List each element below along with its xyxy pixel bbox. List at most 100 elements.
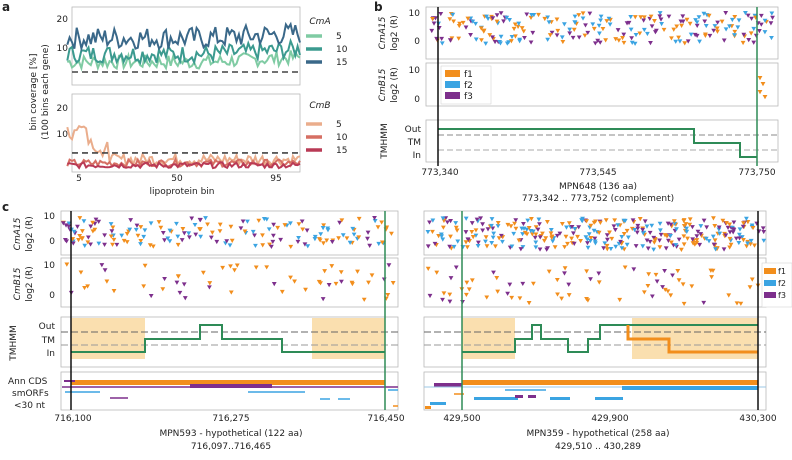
insertion-marker [79, 236, 85, 241]
insertion-marker [465, 237, 471, 243]
insertion-marker [189, 216, 195, 221]
insertion-marker [723, 27, 729, 32]
insertion-marker [612, 227, 618, 233]
insertion-marker [632, 41, 638, 46]
insertion-marker [757, 76, 763, 81]
b-legend-f3: f3 [464, 92, 473, 102]
insertion-marker [511, 26, 517, 32]
insertion-marker [741, 221, 746, 226]
insertion-marker [737, 236, 742, 241]
insertion-marker [572, 20, 578, 25]
insertion-marker [253, 265, 259, 270]
insertion-marker [111, 237, 117, 243]
insertion-marker [288, 221, 293, 226]
b-ytick: 0 [414, 95, 420, 105]
insertion-marker [709, 275, 715, 280]
insertion-marker [662, 233, 668, 238]
insertion-marker [513, 34, 518, 39]
insertion-marker [466, 287, 472, 292]
insertion-marker [142, 228, 148, 233]
insertion-marker [583, 235, 589, 240]
insertion-marker [305, 244, 311, 249]
cr-gene-coords: 429,510 .. 430,289 [555, 442, 641, 452]
insertion-marker [712, 238, 718, 243]
insertion-marker [121, 238, 127, 244]
legend-label-10: 10 [336, 133, 348, 143]
b-ytick: 10 [409, 9, 421, 19]
insertion-marker [630, 218, 636, 223]
insertion-marker [162, 238, 167, 243]
insertion-marker [578, 239, 583, 244]
insertion-marker [634, 230, 640, 235]
insertion-marker [762, 95, 768, 100]
insertion-marker [217, 229, 223, 234]
insertion-marker [102, 268, 108, 273]
a-xtick: 50 [171, 174, 183, 184]
insertion-marker [559, 35, 565, 40]
cr-legend-f1-swatch [764, 268, 776, 274]
insertion-marker [379, 220, 385, 225]
insertion-marker [666, 238, 671, 243]
insertion-marker [489, 223, 494, 229]
cl-xtick: 716,100 [54, 414, 91, 424]
insertion-marker [596, 230, 602, 235]
insertion-marker [544, 220, 550, 225]
insertion-marker [744, 216, 749, 221]
insertion-marker [711, 28, 717, 33]
insertion-marker [431, 21, 437, 26]
insertion-marker [147, 243, 153, 248]
a-ylabel: bin coverage [%] [29, 54, 39, 131]
insertion-marker [676, 278, 682, 283]
cl-ytick: 10 [44, 261, 56, 271]
insertion-marker [90, 220, 96, 225]
insertion-marker [620, 35, 625, 41]
insertion-marker [588, 223, 594, 228]
insertion-marker [723, 233, 729, 238]
insertion-marker [584, 237, 590, 242]
insertion-marker [464, 245, 470, 250]
insertion-marker [706, 13, 712, 18]
insertion-marker [329, 239, 335, 245]
insertion-marker [318, 232, 324, 237]
insertion-marker [66, 221, 72, 226]
insertion-marker [282, 223, 288, 228]
insertion-marker [635, 226, 641, 231]
insertion-marker [621, 40, 627, 46]
insertion-marker [324, 238, 330, 243]
cr-xtick: 430,300 [739, 414, 776, 424]
insertion-marker [716, 227, 722, 232]
panel-label-c: c [2, 200, 9, 214]
insertion-marker [692, 32, 698, 38]
insertion-marker [621, 32, 627, 37]
insertion-marker [638, 15, 644, 20]
insertion-marker [134, 223, 140, 228]
cr-orf [528, 395, 536, 398]
insertion-marker [181, 231, 187, 236]
insertion-marker [701, 218, 707, 223]
insertion-marker [192, 222, 198, 228]
insertion-marker [439, 41, 445, 46]
insertion-marker [762, 18, 768, 23]
insertion-marker [366, 280, 371, 285]
insertion-marker [552, 245, 558, 250]
insertion-marker [369, 273, 375, 278]
insertion-marker [175, 242, 181, 248]
insertion-marker [633, 244, 639, 249]
insertion-marker [205, 222, 210, 227]
insertion-marker [644, 224, 650, 229]
insertion-marker [540, 231, 545, 236]
insertion-marker [207, 281, 213, 286]
b-cmb-track [425, 62, 779, 107]
insertion-marker [473, 37, 479, 42]
insertion-marker [747, 285, 753, 290]
insertion-marker [518, 247, 524, 252]
insertion-marker [632, 15, 638, 20]
insertion-marker [507, 18, 512, 23]
insertion-marker [588, 238, 593, 244]
insertion-marker [454, 228, 460, 233]
insertion-marker [64, 262, 70, 267]
insertion-marker [631, 267, 637, 272]
insertion-marker [197, 227, 202, 232]
insertion-marker [681, 224, 687, 229]
insertion-marker [279, 289, 285, 295]
